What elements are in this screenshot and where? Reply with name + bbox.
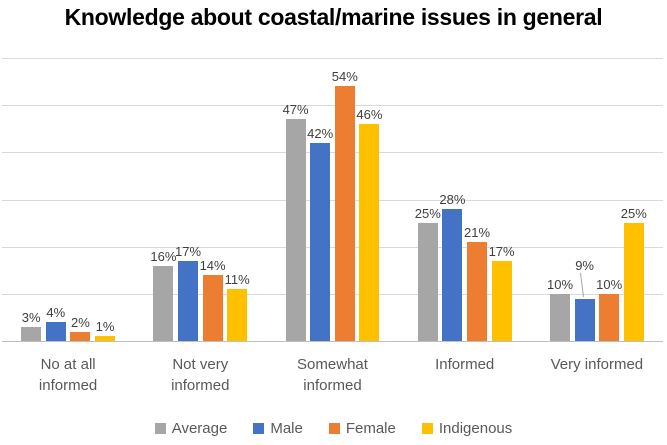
bar-indigenous-1 (227, 289, 248, 341)
category-label-4: Very informed (550, 356, 644, 373)
bar-average-1 (153, 265, 174, 341)
legend-item-male: Male (253, 420, 303, 437)
chart-title: Knowledge about coastal/marine issues in… (64, 4, 603, 30)
bar-female-2 (334, 86, 355, 341)
x-axis-line (2, 341, 663, 342)
bar-indigenous-4 (623, 223, 644, 341)
category-label-2: Somewhat informed (297, 356, 368, 394)
data-label-male-3: 28% (439, 191, 466, 207)
gridline-50 (2, 105, 663, 107)
bar-female-4 (599, 293, 620, 341)
category-label-3: Informed (435, 356, 495, 373)
gridline-30 (2, 199, 663, 201)
bar-female-3 (467, 241, 487, 341)
category-label-0: No at all informed (38, 356, 98, 394)
data-label-average-2: 47% (282, 102, 309, 118)
data-label-average-4: 10% (546, 276, 574, 292)
legend-label-male: Male (270, 420, 303, 437)
bar-male-3 (442, 208, 463, 341)
bar-average-0 (21, 326, 42, 341)
legend-swatch-average (154, 423, 166, 434)
category-label-1: Not very informed (171, 356, 230, 394)
bar-female-0 (70, 331, 91, 341)
data-label-male-0: 4% (46, 305, 66, 321)
bar-average-3 (417, 223, 438, 341)
data-label-male-1: 17% (174, 243, 202, 259)
legend-item-female: Female (328, 420, 396, 437)
bar-average-2 (285, 119, 306, 341)
gridline-60 (2, 58, 663, 59)
legend-item-indigenous: Indigenous (421, 420, 513, 437)
data-label-indigenous-0: 1% (95, 319, 115, 335)
data-label-average-0: 3% (21, 309, 41, 325)
legend-swatch-female (328, 423, 340, 434)
bar-male-0 (45, 322, 66, 341)
legend-label-indigenous: Indigenous (438, 420, 513, 437)
gridline-10 (2, 293, 663, 295)
data-label-female-1: 14% (199, 257, 226, 273)
data-label-female-0: 2% (70, 314, 90, 330)
legend-item-average: Average (154, 420, 228, 437)
bar-female-1 (202, 274, 223, 341)
bar-indigenous-2 (359, 124, 380, 341)
legend-label-average: Average (171, 420, 228, 437)
data-label-average-3: 25% (414, 206, 441, 222)
data-label-male-4: 9% (575, 257, 594, 273)
data-label-male-2: 42% (307, 125, 334, 141)
bar-male-2 (310, 142, 331, 341)
legend-swatch-indigenous (421, 423, 433, 434)
data-label-indigenous-3: 17% (488, 243, 515, 259)
legend-swatch-male (253, 423, 265, 434)
data-label-indigenous-1: 11% (224, 272, 250, 288)
bar-average-4 (550, 293, 570, 341)
data-label-female-4: 10% (596, 276, 623, 292)
data-label-indigenous-4: 25% (620, 206, 647, 222)
bar-indigenous-0 (95, 336, 115, 341)
bar-indigenous-3 (491, 260, 512, 341)
data-label-female-2: 54% (331, 69, 358, 85)
gridline-20 (2, 246, 663, 248)
legend: Average Male Female Indigenous (0, 420, 667, 437)
bar-male-4 (574, 298, 595, 341)
bar-male-1 (178, 260, 198, 341)
legend-label-female: Female (345, 420, 396, 437)
data-label-indigenous-2: 46% (356, 107, 383, 123)
data-label-female-3: 21% (463, 224, 491, 240)
data-label-average-1: 16% (150, 248, 177, 264)
gridline-40 (2, 152, 663, 154)
